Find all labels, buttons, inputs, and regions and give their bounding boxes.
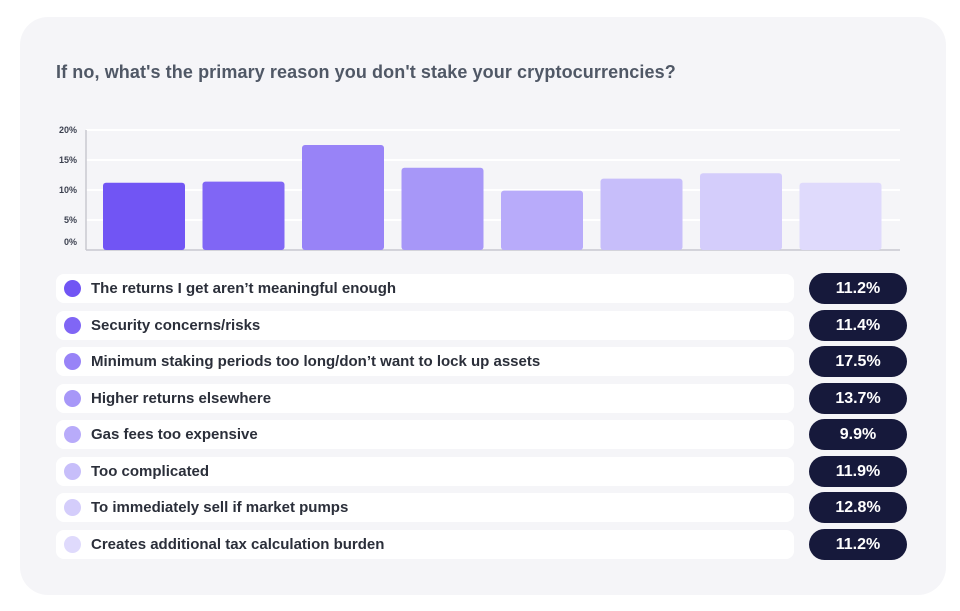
bar	[700, 173, 782, 250]
legend-swatch	[64, 463, 81, 480]
y-tick-label: 0%	[64, 237, 77, 247]
y-tick-label: 5%	[64, 215, 77, 225]
legend-swatch	[64, 280, 81, 297]
legend-swatch	[64, 390, 81, 407]
legend-row: Gas fees too expensive	[56, 420, 794, 449]
bar	[202, 181, 285, 250]
legend-row: Creates additional tax calculation burde…	[56, 530, 794, 559]
legend-label: The returns I get aren’t meaningful enou…	[91, 280, 397, 297]
legend-label: Gas fees too expensive	[91, 426, 258, 443]
y-tick-label: 10%	[59, 185, 77, 195]
bar	[501, 190, 583, 250]
legend-label: Higher returns elsewhere	[91, 390, 272, 407]
value-label: 12.8%	[809, 492, 907, 523]
legend-label: Minimum staking periods too long/don’t w…	[91, 353, 541, 370]
legend-label: Creates additional tax calculation burde…	[91, 536, 385, 553]
value-label: 17.5%	[809, 346, 907, 377]
value-label: 11.2%	[809, 529, 907, 560]
legend-row: Too complicated	[56, 457, 794, 486]
legend-row: To immediately sell if market pumps	[56, 493, 794, 522]
legend-swatch	[64, 499, 81, 516]
legend-row: Higher returns elsewhere	[56, 384, 794, 413]
legend-swatch	[64, 353, 81, 370]
value-label: 11.4%	[809, 310, 907, 341]
legend-swatch	[64, 536, 81, 553]
value-label: 11.9%	[809, 456, 907, 487]
bar	[302, 145, 384, 250]
value-label: 11.2%	[809, 273, 907, 304]
bar	[799, 182, 882, 250]
legend-row: Security concerns/risks	[56, 311, 794, 340]
legend-label: To immediately sell if market pumps	[91, 499, 349, 516]
y-tick-label: 15%	[59, 155, 77, 165]
chart-title: If no, what's the primary reason you don…	[56, 62, 676, 82]
bar	[103, 182, 185, 250]
value-label: 9.9%	[809, 419, 907, 450]
legend-swatch	[64, 317, 81, 334]
legend-row: The returns I get aren’t meaningful enou…	[56, 274, 794, 303]
legend-label: Security concerns/risks	[91, 317, 261, 334]
legend-swatch	[64, 426, 81, 443]
bar	[600, 178, 683, 250]
bar	[401, 167, 484, 250]
value-label: 13.7%	[809, 383, 907, 414]
legend-label: Too complicated	[91, 463, 210, 480]
y-tick-label: 20%	[59, 125, 77, 135]
legend-row: Minimum staking periods too long/don’t w…	[56, 347, 794, 376]
